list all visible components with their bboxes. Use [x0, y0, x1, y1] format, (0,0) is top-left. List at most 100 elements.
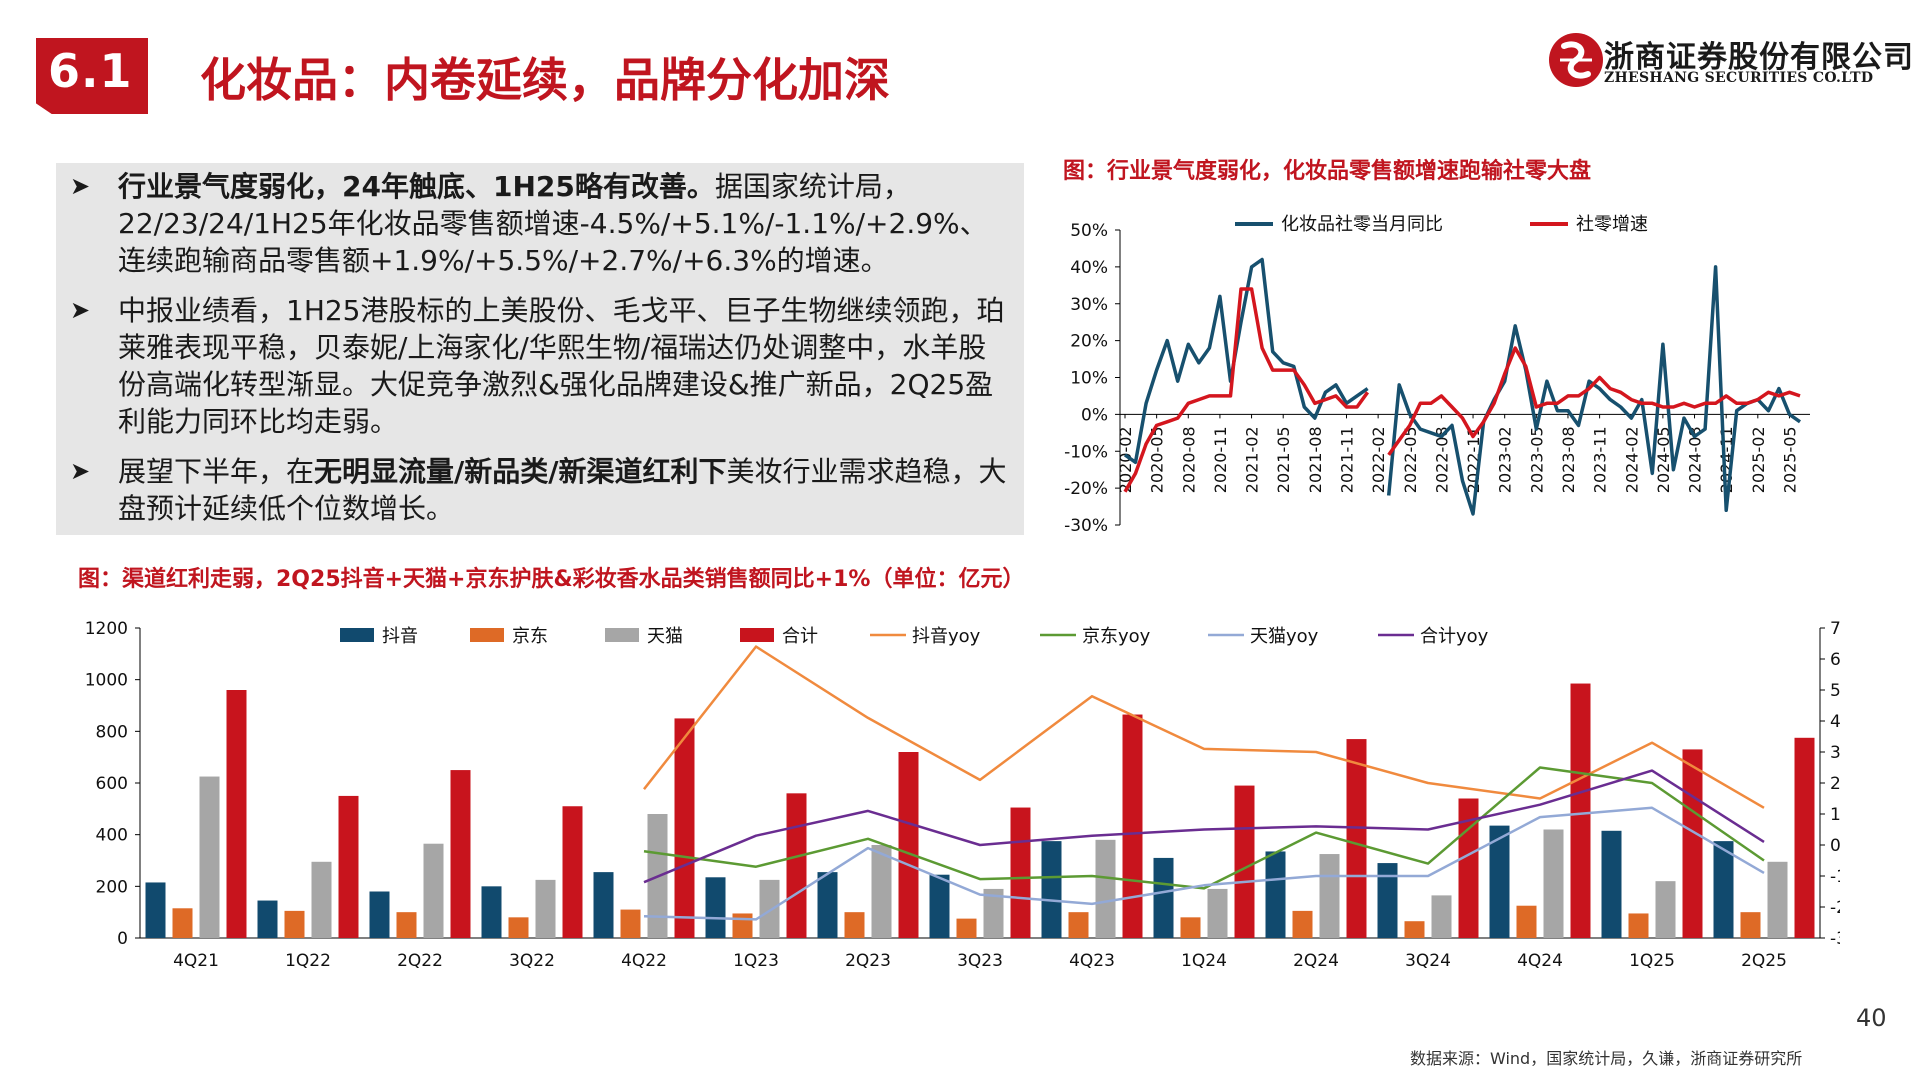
bullet-3-pre: 展望下半年，在: [118, 455, 315, 488]
bar-tmall: [1655, 881, 1676, 938]
y-tick-label: 40%: [1070, 258, 1108, 278]
bar-total: [898, 752, 919, 938]
bar-jd: [396, 912, 417, 938]
x-tick-label: 2Q24: [1293, 951, 1339, 971]
bar-jd: [1180, 917, 1201, 938]
y2-tick-label: 60%: [1830, 650, 1840, 670]
x-tick-label: 2023-02: [1496, 426, 1515, 493]
x-tick-label: 1Q22: [285, 951, 331, 971]
bar-total: [1122, 714, 1143, 938]
bullet-2-text: 中报业绩看，1H25港股标的上美股份、毛戈平、巨子生物继续领跑，珀莱雅表现平稳，…: [118, 294, 1005, 438]
bar-total: [562, 806, 583, 938]
figure1-title: 图：行业景气度弱化，化妆品零售额增速跑输社零大盘: [1063, 159, 1592, 184]
x-tick-label: 2024-02: [1622, 426, 1641, 493]
x-tick-label: 1Q23: [733, 951, 779, 971]
y2-tick-label: 30%: [1830, 743, 1840, 763]
channel-sales-combo-chart: 0 200 400 600 800 1000 1200 -30% -20% -10% 0% 10% 20…: [85, 619, 1840, 971]
bar-jd: [1516, 905, 1537, 938]
legend-label: 合计: [782, 626, 818, 647]
bar-jd: [620, 909, 641, 938]
bullet-3: ➤ 展望下半年，在无明显流量/新品类/新渠道红利下美妆行业需求趋稳，大盘预计延续…: [70, 453, 1010, 527]
x-tick-label: 2024-05: [1654, 426, 1673, 493]
x-tick-label: 2021-08: [1306, 426, 1325, 493]
y2-tick-label: 40%: [1830, 712, 1840, 732]
x-tick-label: 2024-08: [1686, 426, 1705, 493]
y2-tick-label: -10%: [1830, 867, 1840, 887]
bar-tmall: [311, 861, 332, 938]
legend-label: 京东: [512, 626, 548, 647]
y-tick-label: 600: [96, 774, 128, 794]
legend-swatch: [340, 628, 374, 642]
bar-tmall: [759, 879, 780, 938]
x-tick-label: 2025-02: [1749, 426, 1768, 493]
y-tick-label: 0%: [1081, 405, 1108, 425]
legend-label: 化妆品社零当月同比: [1281, 214, 1443, 235]
bar-tmall: [1767, 861, 1788, 938]
x-tick-label: 4Q22: [621, 951, 667, 971]
bar-douyin: [1489, 825, 1510, 938]
arrow-icon: ➤: [70, 172, 91, 200]
y-tick-label: -10%: [1064, 442, 1108, 462]
bar-douyin: [817, 872, 838, 938]
y2-tick-label: -30%: [1830, 929, 1840, 949]
bullet-3-text: 美妆行业需求趋稳，大盘预计延续低个位数增长。: [118, 455, 1007, 525]
bar-total: [226, 690, 247, 938]
logo-text-cn: 浙商证券股份有限公司: [1604, 40, 1914, 75]
line-douyin-yoy: [643, 645, 1765, 809]
legend-swatch: [605, 628, 639, 642]
bar-douyin: [481, 886, 502, 938]
x-tick-label: 1Q25: [1629, 951, 1675, 971]
bullet-1: ➤ 行业景气度弱化，24年触底、1H25略有改善。据国家统计局，22/23/24…: [70, 168, 1010, 279]
bullet-2: ➤ 中报业绩看，1H25港股标的上美股份、毛戈平、巨子生物继续领跑，珀莱雅表现平…: [70, 292, 1010, 440]
bar-jd: [508, 917, 529, 938]
x-tick-label: 1Q24: [1181, 951, 1227, 971]
bar-jd: [1740, 912, 1761, 938]
bar-total: [338, 795, 359, 938]
bar-total: [1234, 785, 1255, 938]
bar-jd: [1404, 921, 1425, 938]
line-tmall-yoy: [643, 806, 1765, 921]
line-total-yoy: [643, 769, 1765, 884]
bar-douyin: [593, 872, 614, 938]
x-tick-label: 4Q21: [173, 951, 219, 971]
y-tick-label: -30%: [1064, 516, 1108, 536]
bar-total: [1570, 683, 1591, 938]
bar-douyin: [145, 882, 166, 938]
figure2-title: 图：渠道红利走弱，2Q25抖音+天猫+京东护肤&彩妆香水品类销售额同比+1%（单…: [78, 567, 1025, 592]
bar-jd: [956, 918, 977, 938]
company-logo: [1549, 33, 1603, 87]
bar-tmall: [1207, 888, 1228, 938]
x-tick-label: 3Q22: [509, 951, 555, 971]
y2-tick-label: 50%: [1830, 681, 1840, 701]
legend-label: 天猫: [647, 626, 683, 647]
legend-label: 京东yoy: [1082, 626, 1151, 647]
x-tick-label: 2020-02: [1116, 426, 1135, 493]
logo-text-en: ZHESHANG SECURITIES CO.LTD: [1604, 70, 1874, 86]
legend-label: 合计yoy: [1420, 626, 1489, 647]
bar-jd: [844, 912, 865, 938]
x-tick-label: 3Q23: [957, 951, 1003, 971]
bar-tmall: [871, 845, 892, 938]
bar-total: [450, 770, 471, 938]
bar-douyin: [1377, 863, 1398, 938]
x-tick-label: 2Q22: [397, 951, 443, 971]
bar-total: [1010, 807, 1031, 938]
bar-total: [1682, 749, 1703, 938]
y-tick-label: 400: [96, 826, 128, 846]
y2-tick-label: -20%: [1830, 898, 1840, 918]
bar-tmall: [1543, 829, 1564, 938]
bar-tmall: [199, 776, 220, 938]
bar-jd: [732, 913, 753, 938]
x-tick-label: 2Q25: [1741, 951, 1787, 971]
bullet-3-bold: 无明显流量/新品类/新渠道红利下: [314, 455, 727, 488]
y-tick-label: 1200: [85, 619, 128, 639]
x-tick-label: 2023-11: [1591, 426, 1610, 493]
y-tick-label: 30%: [1070, 295, 1108, 315]
y-tick-label: 200: [96, 877, 128, 897]
legend-swatch: [740, 628, 774, 642]
y-tick-label: 20%: [1070, 332, 1108, 352]
bar-douyin: [1265, 851, 1286, 938]
data-source: 数据来源：Wind，国家统计局，久谦，浙商证券研究所: [1410, 1049, 1803, 1068]
x-tick-label: 2Q23: [845, 951, 891, 971]
y-tick-label: 800: [96, 722, 128, 742]
